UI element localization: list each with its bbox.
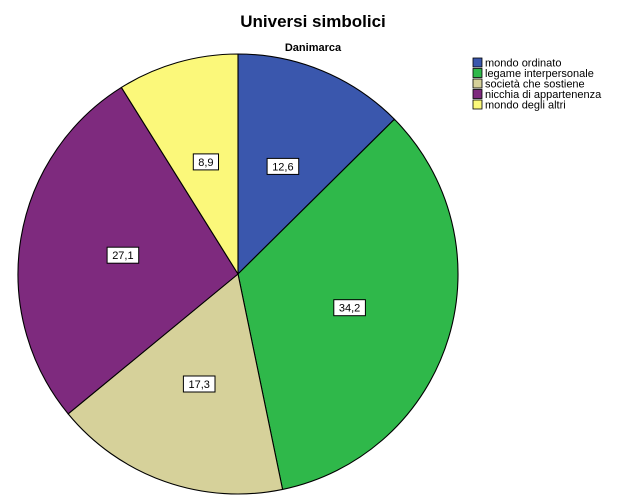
pie-slice-mondo-ordinato: [237, 53, 395, 275]
data-label-text: 17,3: [188, 379, 209, 391]
data-label-mondo-degli-altri: 8,9: [192, 153, 220, 171]
pie-slices: [17, 53, 459, 495]
legend-item-legame-interpersonale: legame interpersonale: [472, 68, 594, 80]
data-label-text: 8,9: [198, 157, 213, 169]
data-label-text: 27,1: [112, 250, 133, 262]
data-label-legame-interpersonale: 34,2: [333, 299, 366, 317]
legend-label: nicchia di appartenenza: [485, 89, 602, 101]
legend-label: legame interpersonale: [485, 68, 594, 80]
legend-item-mondo-degli-altri: mondo degli altri: [472, 99, 566, 112]
data-label-box: [106, 246, 140, 264]
data-label-box: [192, 153, 220, 171]
legend-item-societa-che-sostiene: società che sostiene: [472, 78, 585, 91]
data-label-box: [266, 157, 300, 175]
data-label-societa-che-sostiene: 17,3: [182, 375, 216, 393]
legend-swatch: [472, 89, 483, 99]
legend-label: mondo degli altri: [485, 100, 566, 112]
data-label-text: 12,6: [272, 161, 293, 173]
data-label-box: [333, 299, 366, 317]
chart-title: Universi simbolici: [240, 12, 386, 31]
pie-slice-mondo-degli-altri: [120, 53, 239, 275]
chart-subtitle: Danimarca: [285, 42, 342, 54]
data-label-box: [182, 375, 216, 393]
legend-swatch: [472, 57, 483, 68]
legend-swatch: [472, 78, 483, 89]
legend-item-nicchia-di-appartenenza: nicchia di appartenenza: [472, 89, 602, 101]
pie-slice-societa-che-sostiene: [67, 273, 284, 495]
legend-swatch: [472, 99, 483, 110]
data-label-text: 34,2: [339, 303, 360, 315]
data-label-nicchia-di-appartenenza: 27,1: [106, 246, 140, 264]
legend-item-mondo-ordinato: mondo ordinato: [472, 57, 561, 70]
legend-swatch: [472, 68, 483, 78]
pie-data-labels: 12,6 34,2 17,3 27,1 8,9: [106, 153, 366, 393]
legend-label: società che sostiene: [485, 79, 585, 91]
data-label-mondo-ordinato: 12,6: [266, 157, 300, 175]
legend-label: mondo ordinato: [485, 58, 561, 70]
